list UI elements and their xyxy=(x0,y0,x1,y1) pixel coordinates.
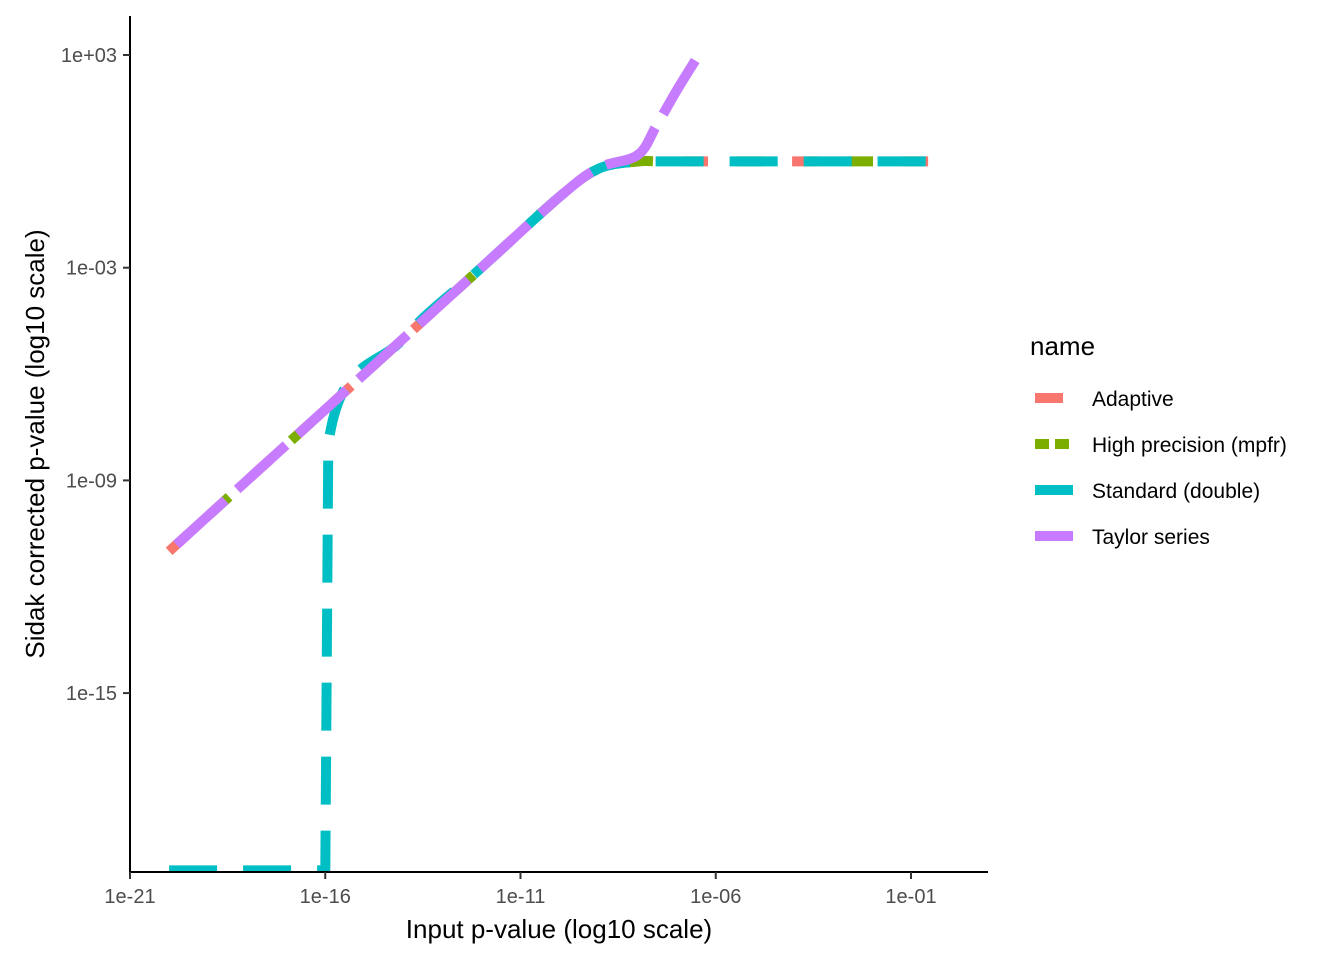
y-tick-label: 1e-15 xyxy=(66,683,117,705)
legend-label-2: Standard (double) xyxy=(1092,480,1260,503)
x-tick-label: 1e-06 xyxy=(690,886,741,908)
x-tick-label: 1e-01 xyxy=(885,886,936,908)
legend-items: Adaptive High precision (mpfr) Standard (d… xyxy=(1035,388,1287,549)
legend: name Adaptive High precision (mpfr) Standa… xyxy=(1030,331,1287,549)
x-axis-title: Input p-value (log10 scale) xyxy=(406,914,712,944)
y-ticks: 1e+03 1e-03 1e-09 1e-15 xyxy=(61,45,130,705)
y-tick-label: 1e+03 xyxy=(61,45,117,67)
x-tick-label: 1e-16 xyxy=(300,886,351,908)
series-line-1 xyxy=(169,161,950,551)
legend-label-0: Adaptive xyxy=(1092,388,1174,411)
y-tick-label: 1e-03 xyxy=(66,258,117,280)
y-tick-label: 1e-09 xyxy=(66,470,117,492)
y-axis-title: Sidak corrected p-value (log10 scale) xyxy=(20,229,50,658)
legend-label-3: Taylor series xyxy=(1092,526,1210,549)
series-line-0 xyxy=(169,161,950,551)
series-line-3 xyxy=(169,61,695,552)
x-ticks: 1e-21 1e-16 1e-11 1e-06 1e-01 xyxy=(104,872,936,908)
x-tick-label: 1e-11 xyxy=(496,886,546,908)
x-tick-label: 1e-21 xyxy=(104,886,155,908)
legend-title: name xyxy=(1030,331,1095,361)
series-layer xyxy=(169,61,950,871)
series-line-2 xyxy=(169,161,950,870)
legend-label-1: High precision (mpfr) xyxy=(1092,434,1287,457)
